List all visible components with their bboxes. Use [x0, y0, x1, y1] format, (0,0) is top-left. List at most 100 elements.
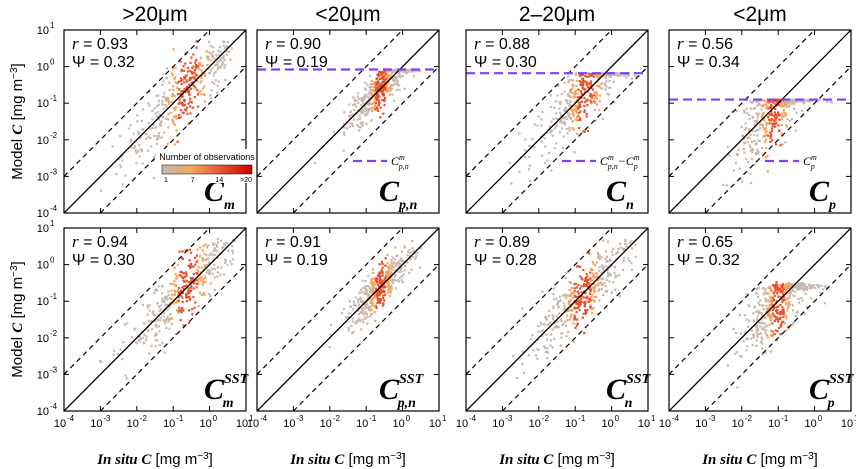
- scatter-point: [385, 270, 388, 273]
- legend-label: Cm p: [803, 153, 817, 171]
- scatter-point: [770, 110, 773, 113]
- scatter-point: [197, 277, 200, 280]
- scatter-point: [396, 82, 399, 86]
- scatter-point: [390, 69, 394, 72]
- scatter-point: [186, 112, 189, 115]
- scatter-point: [749, 107, 752, 110]
- scatter-point: [390, 73, 393, 76]
- scatter-point: [598, 255, 602, 258]
- scatter-point: [786, 100, 789, 104]
- scatter-point: [802, 289, 806, 292]
- scatter-point: [364, 81, 367, 85]
- scatter-point: [385, 76, 388, 79]
- scatter-point: [595, 75, 598, 79]
- scatter-point: [107, 363, 111, 366]
- scatter-point: [634, 255, 637, 258]
- scatter-point: [604, 88, 607, 91]
- scatter-point: [223, 273, 226, 276]
- scatter-point: [393, 258, 397, 261]
- scatter-point: [589, 299, 592, 302]
- scatter-point: [568, 126, 571, 130]
- scatter-point: [362, 110, 365, 113]
- scatter-point: [604, 290, 607, 293]
- scatter-point: [363, 97, 366, 100]
- scatter-point: [181, 296, 184, 299]
- x-tick-exponent: -3: [296, 414, 304, 423]
- scatter-point: [574, 295, 577, 298]
- scatter-point: [781, 306, 784, 309]
- scatter-point: [778, 318, 782, 321]
- scatter-point: [191, 65, 194, 68]
- scatter-point: [757, 310, 760, 313]
- scatter-point: [395, 88, 399, 91]
- scatter-point: [769, 300, 773, 303]
- scatter-point: [371, 268, 374, 271]
- scatter-point: [386, 253, 389, 256]
- scatter-point: [593, 91, 596, 94]
- scatter-point: [799, 284, 802, 288]
- scatter-point: [552, 293, 555, 296]
- scatter-point: [583, 130, 586, 133]
- lower-bound-line: [704, 66, 851, 213]
- scatter-point: [372, 286, 376, 290]
- scatter-point: [390, 83, 393, 86]
- scatter-point: [186, 295, 189, 299]
- scatter-point: [353, 103, 356, 106]
- scatter-point: [788, 119, 791, 122]
- scatter-point: [204, 258, 207, 261]
- scatter-point: [768, 122, 771, 125]
- scatter-point: [191, 106, 194, 109]
- scatter-point: [388, 283, 391, 286]
- scatter-point: [759, 325, 762, 328]
- scatter-point: [546, 131, 549, 134]
- psi-statistic: Ψ = 0.19: [265, 54, 328, 71]
- scatter-point: [755, 329, 758, 332]
- scatter-point: [149, 127, 152, 130]
- scatter-point: [173, 293, 176, 296]
- scatter-point: [745, 107, 748, 110]
- scatter-point: [209, 44, 213, 48]
- scatter-point: [193, 279, 196, 283]
- scatter-point: [391, 281, 394, 285]
- scatter-point: [582, 268, 585, 272]
- scatter-point: [528, 155, 531, 159]
- scatter-point: [377, 289, 381, 292]
- scatter-point: [753, 163, 756, 166]
- scatter-point: [368, 96, 371, 99]
- scatter-point: [394, 79, 397, 82]
- scatter-point: [166, 308, 169, 311]
- scatter-point: [774, 318, 778, 321]
- scatter-point: [576, 290, 579, 293]
- scatter-point: [391, 265, 394, 269]
- scatter-point: [361, 291, 364, 294]
- scatter-point: [386, 89, 389, 92]
- upper-bound-line: [64, 228, 211, 375]
- scatter-point: [584, 292, 587, 295]
- scatter-point: [390, 288, 393, 291]
- scatter-point: [785, 103, 789, 106]
- scatter-point: [598, 100, 601, 103]
- scatter-point: [770, 105, 773, 108]
- scatter-point: [573, 90, 576, 93]
- scatter-point: [576, 132, 579, 135]
- scatter-point: [372, 89, 375, 93]
- scatter-point: [178, 101, 181, 104]
- scatter-point: [764, 351, 767, 354]
- scatter-point: [563, 90, 566, 93]
- scatter-point: [773, 314, 776, 317]
- scatter-point: [187, 292, 190, 295]
- scatter-point: [352, 118, 356, 121]
- scatter-point: [383, 299, 386, 302]
- scatter-point: [630, 247, 634, 250]
- scatter-point: [367, 298, 370, 302]
- scatter-point: [582, 301, 585, 304]
- scatter-point: [189, 276, 192, 280]
- scatter-point: [613, 271, 616, 275]
- scatter-point: [207, 244, 210, 247]
- scatter-point: [157, 99, 160, 102]
- scatter-point: [374, 279, 377, 282]
- scatter-point: [402, 70, 405, 73]
- scatter-point: [376, 284, 380, 287]
- scatter-point: [363, 317, 367, 321]
- scatter-point: [362, 313, 366, 316]
